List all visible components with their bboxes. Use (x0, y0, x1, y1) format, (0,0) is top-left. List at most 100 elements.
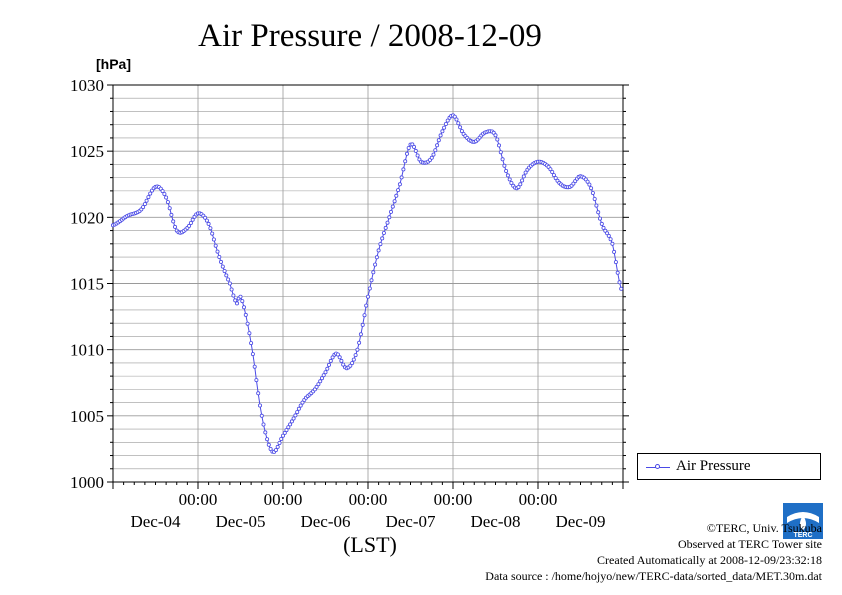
data-point (233, 298, 238, 303)
data-point (339, 358, 344, 363)
data-point (456, 121, 461, 126)
data-point (217, 254, 222, 259)
data-point (599, 221, 604, 226)
data-point (245, 321, 250, 326)
data-point (169, 212, 174, 217)
data-point (227, 281, 232, 286)
y-tick-label: 1030 (70, 76, 104, 95)
data-point (598, 216, 603, 221)
data-point (619, 286, 624, 291)
x-time-label: 00:00 (519, 490, 558, 509)
data-point (594, 203, 599, 208)
data-point (351, 357, 356, 362)
x-date-label: Dec-05 (215, 512, 265, 531)
data-point (606, 233, 611, 238)
x-date-label: Dec-04 (130, 512, 181, 531)
y-tick-label: 1015 (70, 275, 104, 294)
data-point (316, 382, 321, 387)
data-point (289, 419, 294, 424)
data-point (325, 366, 330, 371)
data-point (411, 144, 416, 149)
data-point (263, 430, 268, 435)
data-point (348, 363, 353, 368)
data-point (273, 448, 278, 453)
data-point (188, 220, 193, 225)
data-point (452, 114, 457, 119)
x-axis-ticks: 00:00 00:00 00:00 00:00 00:00 Dec-04 Dec-05 Dec… (112, 482, 624, 531)
data-point (265, 437, 270, 442)
data-point (548, 167, 553, 172)
data-point (319, 376, 324, 381)
data-point (280, 433, 285, 438)
data-point (429, 155, 434, 160)
data-point (442, 125, 447, 130)
data-point (445, 118, 450, 123)
data-point (204, 218, 209, 223)
x-date-label: Dec-08 (470, 512, 520, 531)
data-point (337, 355, 342, 360)
data-point (314, 384, 319, 389)
data-point (553, 176, 558, 181)
data-point (268, 446, 273, 451)
data-point (378, 242, 383, 247)
data-point (433, 148, 438, 153)
data-point (507, 177, 512, 182)
data-point (261, 422, 266, 427)
y-tick-label: 1000 (70, 473, 104, 492)
data-point (596, 210, 601, 215)
data-point (502, 163, 507, 168)
data-point (326, 362, 331, 367)
legend-entry-air-pressure: Air Pressure (676, 458, 751, 474)
data-point (516, 185, 521, 190)
data-point (275, 444, 280, 449)
data-point (493, 133, 498, 138)
y-axis-ticks: 1000 1005 1010 1015 1020 1025 1030 (70, 76, 629, 492)
data-point (504, 168, 509, 173)
data-point (296, 406, 301, 411)
data-point (353, 353, 358, 358)
data-point (247, 331, 252, 336)
data-point (211, 237, 216, 242)
data-point (585, 179, 590, 184)
data-point (252, 364, 257, 369)
created-text: Created Automatically at 2008-12-09/23:3… (597, 553, 822, 567)
data-point (369, 278, 374, 283)
data-point (167, 206, 172, 211)
data-point (608, 237, 613, 242)
data-point (240, 299, 245, 304)
data-point (520, 178, 525, 183)
data-point (388, 209, 393, 214)
x-date-label: Dec-07 (385, 512, 436, 531)
data-point (206, 221, 211, 226)
data-point (210, 231, 215, 236)
y-tick-label: 1020 (70, 208, 104, 227)
logo-lettering: TERC (793, 532, 812, 539)
data-point (249, 341, 254, 346)
data-point (256, 391, 261, 396)
data-point (187, 223, 192, 228)
data-point (229, 287, 234, 292)
data-point (495, 137, 500, 142)
x-axis-label: (LST) (343, 532, 397, 557)
legend-marker (655, 464, 660, 469)
data-point (162, 191, 167, 196)
source-text: Data source : /home/hojyo/new/TERC-data/… (485, 569, 822, 583)
data-point (397, 182, 402, 187)
data-point (295, 410, 300, 415)
data-point (328, 358, 333, 363)
x-date-label: Dec-06 (300, 512, 350, 531)
data-point (335, 352, 340, 357)
data-point (454, 117, 459, 122)
grid-lines (113, 85, 623, 482)
data-point (374, 255, 379, 260)
data-point (371, 270, 376, 275)
data-point (234, 301, 239, 306)
chart-title: Air Pressure / 2008-12-09 (198, 18, 542, 54)
data-point (231, 293, 236, 298)
data-point (587, 182, 592, 187)
data-point (523, 170, 528, 175)
data-point (399, 175, 404, 180)
data-point (383, 225, 388, 230)
data-point (241, 305, 246, 310)
